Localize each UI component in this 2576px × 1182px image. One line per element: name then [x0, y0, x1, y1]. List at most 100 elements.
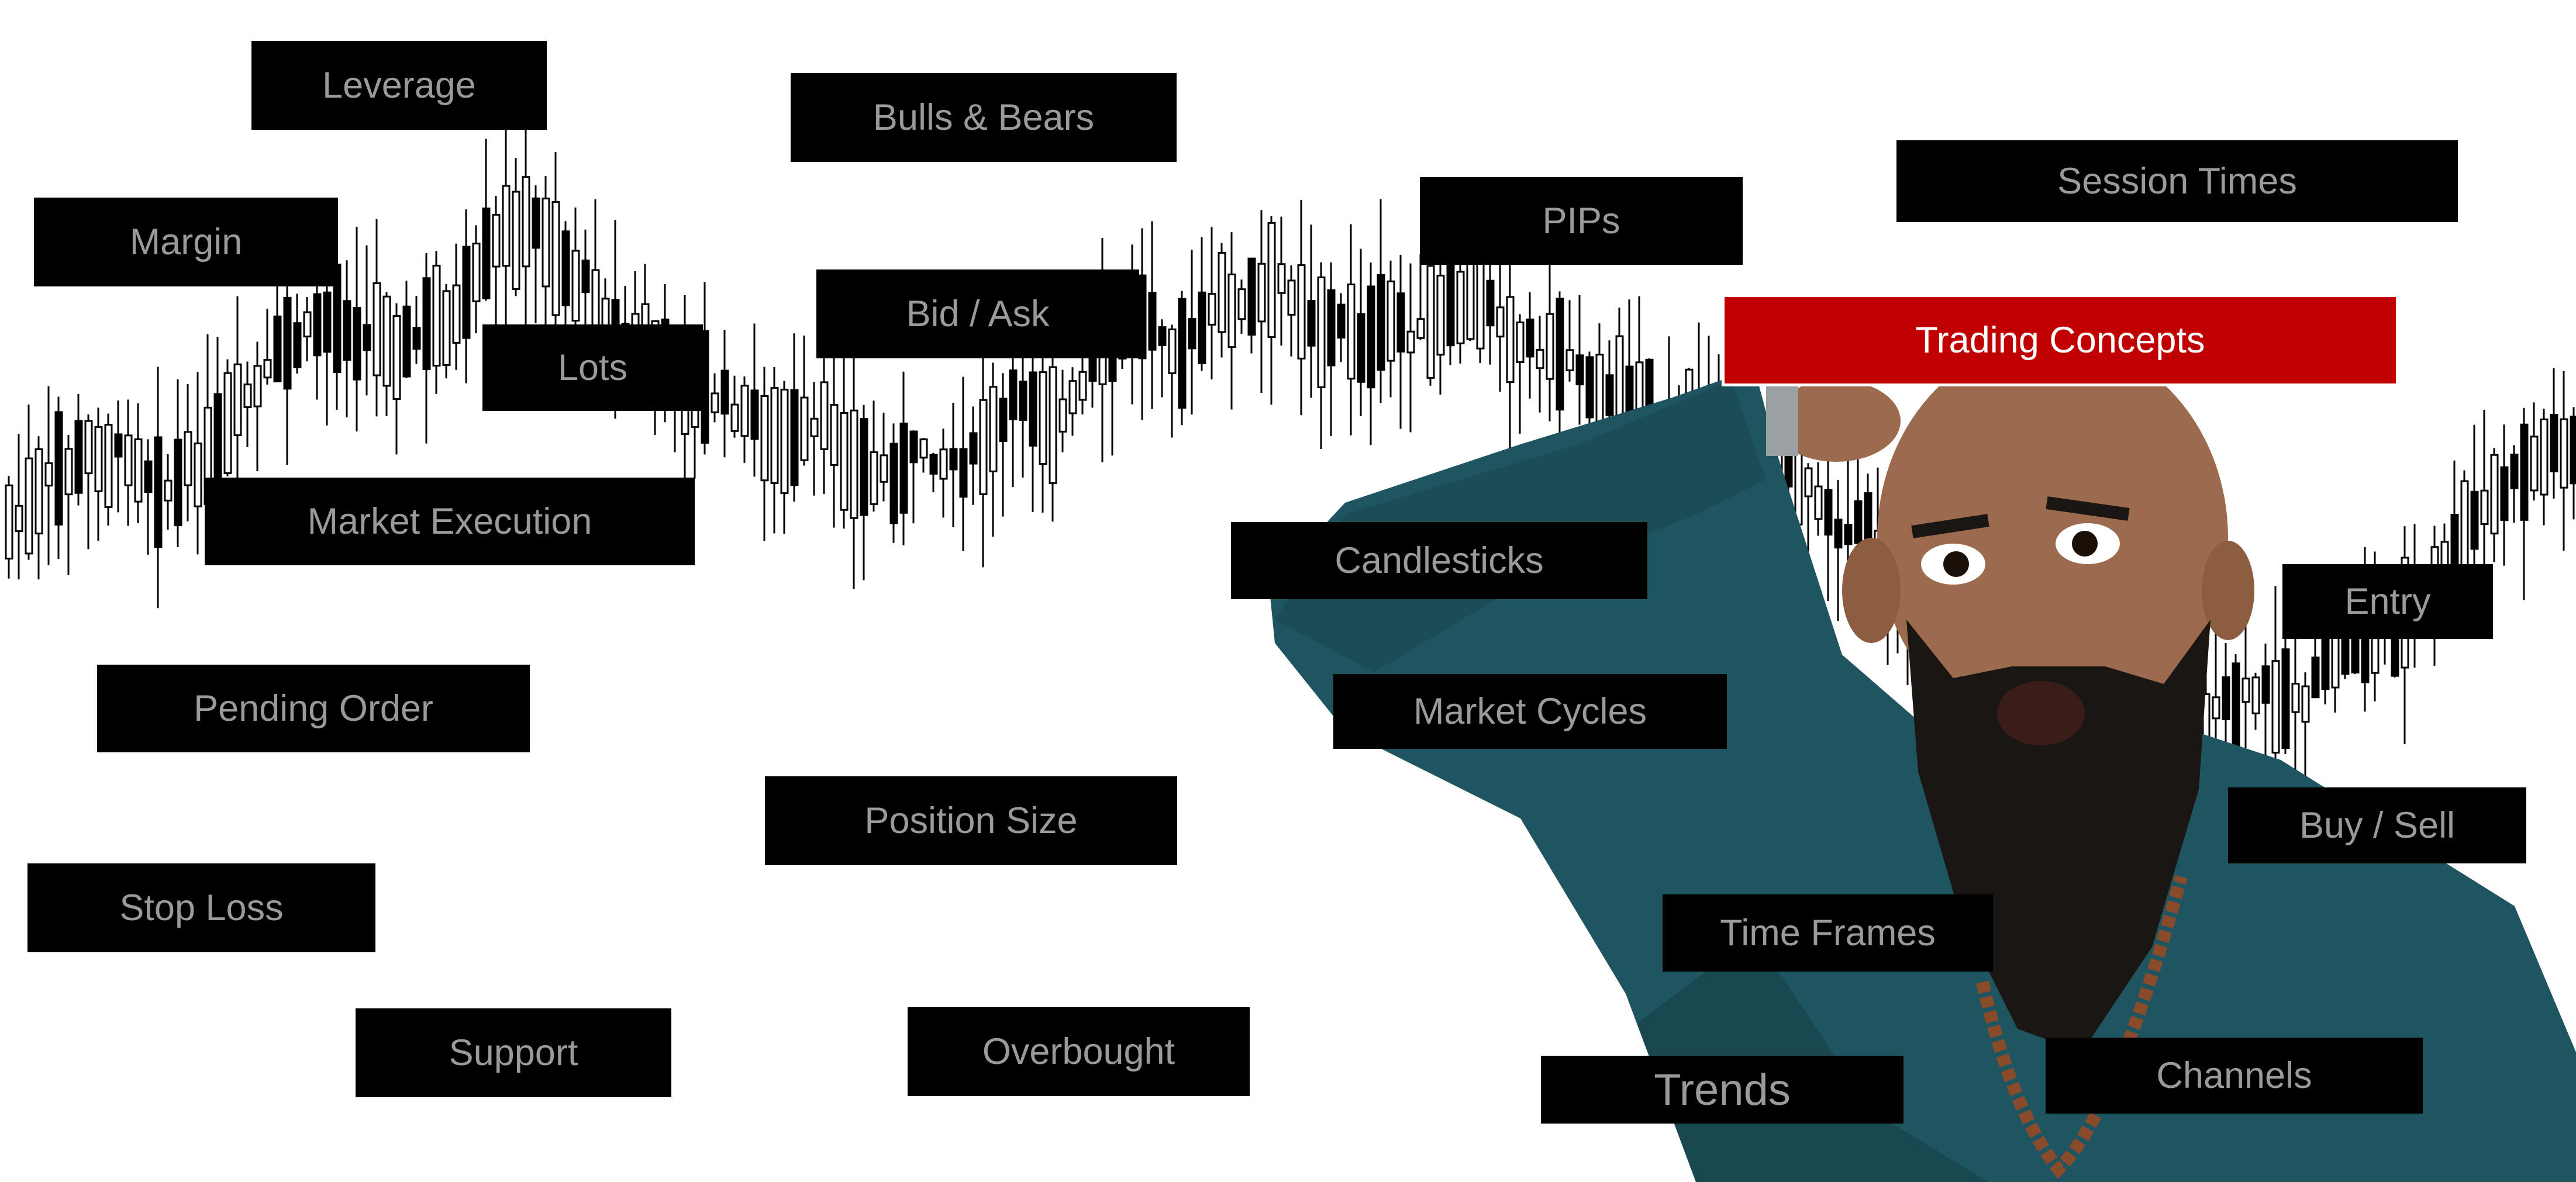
candle-body: [134, 438, 143, 503]
candle-body: [989, 386, 998, 472]
candle-body: [561, 230, 570, 306]
label-pending-order: Pending Order: [97, 665, 530, 752]
candle-body: [1168, 328, 1177, 374]
candle-body: [273, 315, 282, 383]
candle-body: [2570, 416, 2576, 485]
candle-body: [790, 389, 799, 486]
label-channels: Channels: [2046, 1038, 2423, 1114]
candle-body: [2242, 678, 2250, 703]
candle-body: [1575, 354, 1584, 386]
label-lots: Lots: [482, 324, 703, 411]
candle-body: [1585, 356, 1594, 419]
candle-body: [44, 462, 53, 487]
candle-body: [1367, 285, 1375, 389]
candle-body: [194, 443, 202, 507]
candle-body: [1287, 279, 1296, 316]
candle-body: [860, 418, 868, 516]
candle-body: [263, 359, 272, 379]
label-buy-sell: Buy / Sell: [2228, 787, 2526, 863]
candle-body: [2520, 423, 2529, 521]
label-session-times: Session Times: [1896, 140, 2458, 222]
candle-body: [1257, 262, 1266, 323]
candle-body: [2510, 454, 2519, 489]
candle-body: [800, 396, 809, 461]
candle-body: [2490, 454, 2499, 535]
candle-body: [472, 243, 481, 302]
candle-body: [353, 307, 361, 381]
candle-body: [1406, 330, 1415, 354]
candle-body: [1058, 398, 1067, 433]
candle-body: [1019, 381, 1027, 421]
candle-body: [2311, 656, 2320, 699]
candle-body: [532, 197, 540, 249]
candle-body: [2251, 676, 2260, 714]
candle-body: [750, 389, 759, 440]
candle-body: [114, 433, 123, 458]
candle-body: [1218, 252, 1226, 333]
candle-body: [810, 417, 819, 437]
candle-body: [1208, 293, 1216, 326]
candle-body: [54, 411, 63, 526]
candle-body: [1029, 371, 1037, 447]
candle-body: [2301, 685, 2310, 723]
candle-body: [2480, 489, 2489, 526]
candle-body: [820, 381, 829, 450]
candle-body: [402, 305, 411, 378]
ear-right: [2202, 541, 2254, 640]
label-market-execution: Market Execution: [205, 478, 695, 565]
candle-body: [740, 385, 749, 437]
candle-body: [880, 454, 888, 483]
candle-body: [84, 420, 93, 475]
label-bulls-bears: Bulls & Bears: [791, 73, 1177, 162]
label-trading-concepts: Trading Concepts: [1722, 294, 2399, 386]
candle-body: [1357, 313, 1365, 383]
candle-body: [1148, 292, 1157, 351]
candle-body: [2560, 418, 2568, 489]
candle-body: [303, 311, 312, 338]
candle-body: [512, 191, 520, 290]
candle-body: [1277, 263, 1286, 294]
candle-body: [164, 479, 173, 502]
candle-body: [1078, 371, 1087, 401]
candle-body: [1347, 284, 1356, 380]
candle-body: [1456, 271, 1465, 344]
candle-body: [711, 392, 719, 413]
candle-body: [760, 395, 769, 482]
candle-body: [551, 201, 560, 316]
pupil-right: [2072, 531, 2098, 557]
candle-body: [830, 403, 839, 466]
candle-body: [2261, 665, 2270, 704]
candle-body: [1854, 500, 1863, 544]
candle-body: [1824, 489, 1833, 536]
label-leverage: Leverage: [251, 41, 547, 130]
candle-body: [253, 365, 262, 407]
candle-body: [1605, 374, 1614, 416]
candle-body: [2470, 490, 2479, 550]
candle-body: [1556, 298, 1564, 411]
candle-body: [174, 438, 182, 527]
candle-body: [392, 315, 401, 400]
candle-body: [770, 387, 779, 484]
candle-body: [2500, 466, 2509, 521]
candle-body: [2540, 418, 2549, 496]
candle-body: [492, 213, 501, 268]
candle-body: [2212, 696, 2220, 720]
candle-body: [74, 420, 83, 494]
candle-body: [1317, 276, 1326, 388]
candle-body: [5, 484, 13, 560]
candle-body: [1009, 369, 1018, 420]
head: [1877, 339, 2228, 737]
candle-body: [422, 277, 431, 371]
candle-body: [502, 185, 511, 267]
candle-body: [581, 260, 590, 293]
candle-body: [999, 398, 1008, 442]
candle-body: [2271, 660, 2280, 754]
candle-body: [243, 383, 252, 409]
pupil-left: [1943, 551, 1969, 577]
candle-body: [850, 409, 858, 519]
candle-body: [412, 327, 421, 350]
candle-body: [1814, 485, 1823, 520]
candle-body: [64, 448, 73, 496]
candle-body: [452, 284, 461, 344]
candle-body: [542, 198, 550, 288]
